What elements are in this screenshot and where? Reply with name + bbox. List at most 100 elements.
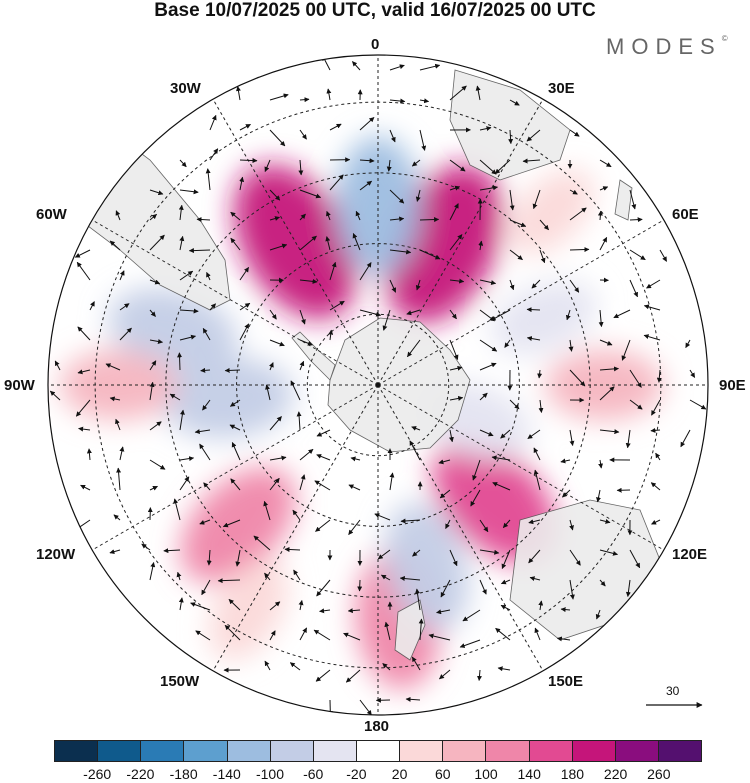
wind-vector-arrow <box>526 129 541 142</box>
wind-vector-arrow <box>239 176 245 191</box>
wind-vector-arrow <box>646 279 661 289</box>
wind-vector-arrow <box>179 235 185 251</box>
wind-vector-arrow <box>643 304 661 311</box>
wind-vector-arrow <box>537 369 543 379</box>
meridian-line <box>91 219 379 386</box>
colorbar-tick-label: 140 <box>517 766 541 782</box>
wind-vector-arrow <box>359 699 372 715</box>
wind-vector-arrow <box>179 409 185 431</box>
colorbar-swatch <box>55 741 99 761</box>
colorbar-tick-label: -100 <box>255 766 285 782</box>
wind-vector-arrow <box>621 339 631 361</box>
wind-vector-arrow <box>539 249 546 264</box>
wind-vector-arrow <box>228 599 241 611</box>
wind-vector-arrow <box>389 216 405 222</box>
wind-vector-arrow <box>350 456 361 462</box>
wind-vector-arrow <box>501 549 511 570</box>
wind-vector-arrow <box>598 309 604 328</box>
wind-vector-arrow <box>359 180 372 191</box>
meridian-line <box>212 384 379 672</box>
map-border <box>47 54 709 716</box>
colorbar-swatch <box>184 741 228 761</box>
brand-logo: MODES© <box>606 34 728 60</box>
wind-vector-arrow <box>199 443 211 461</box>
wind-vector-arrow <box>449 365 463 371</box>
wind-vector-arrow <box>569 579 575 600</box>
wind-vector-arrow <box>239 302 251 311</box>
wind-vector-arrow <box>475 85 481 101</box>
wind-vector-arrow <box>556 636 571 642</box>
wind-vector-arrow <box>643 334 661 341</box>
wind-vector-arrow <box>105 363 121 371</box>
colorbar-tick-label: -20 <box>346 766 367 782</box>
wind-vector-arrow <box>263 500 271 521</box>
wind-vector-arrow <box>315 519 331 532</box>
wind-vector-arrow <box>179 308 199 314</box>
wind-vector-arrow <box>569 549 581 566</box>
wind-vector-arrow <box>495 627 511 641</box>
wind-vector-arrow <box>49 390 61 401</box>
wind-vector-arrow <box>598 459 604 469</box>
wind-vector-arrow <box>504 339 511 348</box>
wind-vector-arrow <box>239 323 250 341</box>
wind-vector-arrow <box>222 519 241 528</box>
wind-vector-arrow <box>359 262 372 281</box>
wind-vector-arrow <box>265 384 271 401</box>
wind-vector-arrow <box>229 399 241 407</box>
wind-vector-arrow <box>629 549 641 569</box>
wind-vector-arrow <box>500 429 511 439</box>
colorbar-tick-label: 260 <box>647 766 671 782</box>
wind-vector-arrow <box>655 452 661 461</box>
wind-vector-arrow <box>411 159 421 167</box>
wind-vector-arrow <box>569 207 587 221</box>
wind-vector-arrow <box>529 576 541 582</box>
wind-vector-arrow <box>149 279 161 285</box>
wind-vector-arrow <box>599 366 619 372</box>
wind-vector-arrow <box>119 303 130 311</box>
brand-text: MODES <box>606 34 722 59</box>
wind-vector-arrow <box>359 158 375 164</box>
wind-vector-arrow <box>190 602 211 611</box>
lon-label-150w: 150W <box>160 673 200 690</box>
wind-vector-arrow <box>179 270 194 281</box>
wind-vector-arrow <box>651 399 661 416</box>
wind-vector-arrow <box>202 327 211 341</box>
wind-vector-arrow <box>78 426 91 432</box>
wind-vector-arrow <box>449 159 466 172</box>
wind-vector-arrow <box>141 543 151 551</box>
wind-vector-arrow <box>269 216 280 221</box>
wind-vector-arrow <box>532 189 541 210</box>
wind-vector-arrow <box>497 666 511 672</box>
wind-vector-arrow <box>407 339 421 358</box>
wind-vector-arrow <box>599 386 615 401</box>
wind-vector-arrow <box>299 189 322 199</box>
wind-vector-arrow <box>269 455 287 461</box>
wind-vector-arrow <box>269 362 274 371</box>
wind-vector-arrow <box>415 588 421 611</box>
colorbar-swatch <box>486 741 530 761</box>
wind-vector-arrow <box>326 210 331 221</box>
wind-vector-arrow <box>202 399 211 411</box>
wind-vector-arrow <box>533 469 541 491</box>
wind-vector-arrow <box>625 579 631 597</box>
wind-vector-arrow <box>316 454 331 461</box>
wind-vector-arrow <box>315 669 331 682</box>
colorbar-tick-label: -220 <box>126 766 155 782</box>
wind-vector-arrow <box>538 600 544 611</box>
wind-vector-arrow <box>415 189 421 202</box>
wind-vector-arrow <box>629 189 637 210</box>
wind-vector-arrow <box>478 240 484 251</box>
wind-vector-arrow <box>445 519 451 529</box>
wind-vector-arrow <box>419 217 440 223</box>
anomaly-blob <box>491 281 597 355</box>
wind-vector-arrow <box>527 429 541 440</box>
wind-vector-arrow <box>462 609 481 622</box>
wind-vector-arrow <box>472 459 481 481</box>
wind-vector-arrow <box>269 189 281 201</box>
wind-vector-arrow <box>459 639 481 648</box>
wind-vector-arrow <box>296 411 302 431</box>
wind-vector-arrow <box>115 210 121 221</box>
wind-vector-arrow <box>200 367 211 373</box>
wind-vector-arrow <box>479 362 497 371</box>
colorbar-tick-label: -260 <box>83 766 112 782</box>
